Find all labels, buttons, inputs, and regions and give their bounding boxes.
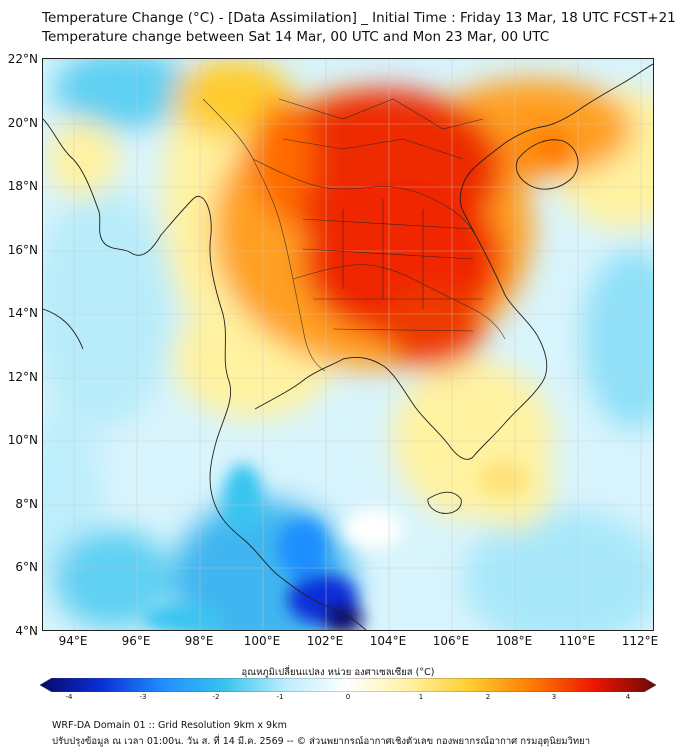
map-title: Temperature Change (°C) - [Data Assimila… xyxy=(42,10,676,26)
colorbar-tick: 4 xyxy=(625,693,631,701)
lon-label-94e: 94°E xyxy=(58,634,88,648)
lat-label-14n: 14°N xyxy=(7,306,38,320)
colorbar-tick: 1 xyxy=(418,693,424,701)
lon-label-98e: 98°E xyxy=(184,634,214,648)
colorbar-tick: 2 xyxy=(485,693,491,701)
colorbar-tick: -2 xyxy=(212,693,220,701)
lat-label-8n: 8°N xyxy=(15,497,38,511)
lon-label-108e: 108°E xyxy=(495,634,533,648)
lat-label-6n: 6°N xyxy=(15,560,38,574)
colorbar-tick: -1 xyxy=(276,693,284,701)
colorbar xyxy=(40,678,656,692)
map-canvas xyxy=(43,59,653,630)
colorbar-gradient xyxy=(40,678,656,692)
temperature-change-map xyxy=(42,58,654,631)
lon-label-110e: 110°E xyxy=(558,634,596,648)
lat-label-12n: 12°N xyxy=(7,370,38,384)
graticule xyxy=(43,59,653,630)
lat-label-20n: 20°N xyxy=(7,116,38,130)
lon-label-96e: 96°E xyxy=(121,634,151,648)
footer-credit: ปรับปรุงข้อมูล ณ เวลา 01:00น. วัน ส. ที่… xyxy=(52,736,591,747)
colorbar-tick: 3 xyxy=(551,693,557,701)
colorbar-tick: 0 xyxy=(345,693,351,701)
admin-borders xyxy=(202,98,506,372)
colorbar-title: อุณหภูมิเปลี่ยนแปลง หน่วย องศาเซลเซียส (… xyxy=(241,667,435,678)
lat-label-18n: 18°N xyxy=(7,179,38,193)
temperature-field-detail xyxy=(143,135,567,630)
lon-label-100e: 100°E xyxy=(243,634,281,648)
lat-label-4n: 4°N xyxy=(15,624,38,638)
lon-label-102e: 102°E xyxy=(306,634,344,648)
lat-label-22n: 22°N xyxy=(7,52,38,66)
lon-label-106e: 106°E xyxy=(432,634,470,648)
lon-label-104e: 104°E xyxy=(369,634,407,648)
colorbar-tick: -3 xyxy=(139,693,147,701)
lat-label-10n: 10°N xyxy=(7,433,38,447)
colorbar-tick: -4 xyxy=(65,693,73,701)
map-subtitle: Temperature change between Sat 14 Mar, 0… xyxy=(42,29,550,45)
footer-model-info: WRF-DA Domain 01 :: Grid Resolution 9km … xyxy=(52,720,287,731)
lon-label-112e: 112°E xyxy=(621,634,659,648)
lat-label-16n: 16°N xyxy=(7,243,38,257)
coastlines xyxy=(43,63,653,630)
